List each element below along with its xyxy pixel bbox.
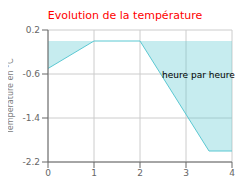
svg-text:Température en °C: Température en °C	[8, 58, 15, 135]
svg-text:-2.2: -2.2	[22, 157, 40, 167]
html-text:heure par heure: heure par heure	[162, 69, 235, 80]
svg-text:-1.4: -1.4	[22, 113, 40, 123]
svg-text:3: 3	[183, 168, 189, 178]
html-text:Evolution de la température: Evolution de la température	[47, 9, 203, 22]
svg-text:1: 1	[91, 168, 97, 178]
svg-text:0.2: 0.2	[26, 25, 40, 35]
svg-text:4: 4	[229, 168, 235, 178]
svg-text:0: 0	[45, 168, 51, 178]
svg-text:-0.6: -0.6	[22, 69, 40, 79]
svg-text:2: 2	[137, 168, 143, 178]
